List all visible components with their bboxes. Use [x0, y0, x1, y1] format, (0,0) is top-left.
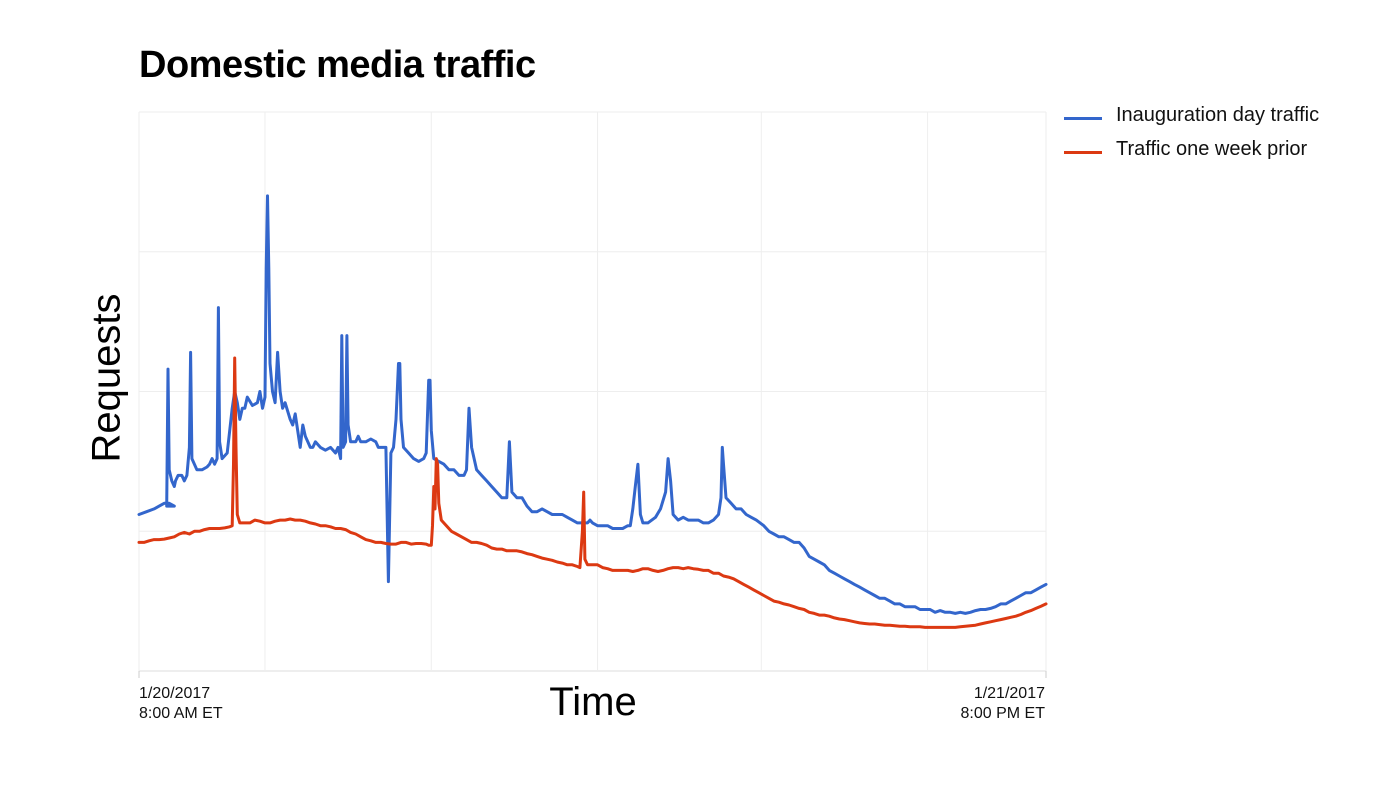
legend-swatch-inauguration — [1064, 117, 1102, 120]
x-tick-end: 1/21/2017 8:00 PM ET — [961, 684, 1045, 724]
legend-swatch-prior-week — [1064, 151, 1102, 154]
x-tick-start-date: 1/20/2017 — [139, 685, 211, 702]
x-tick-end-time: 8:00 PM ET — [960, 705, 1045, 722]
x-tick-start-time: 8:00 AM ET — [139, 705, 223, 722]
x-axis-label: Time — [549, 680, 637, 724]
chart-title: Domestic media traffic — [139, 44, 536, 86]
series-line-prior-week — [137, 356, 1048, 629]
x-tick-start: 1/20/2017 8:00 AM ET — [139, 684, 223, 724]
legend-label-prior-week: Traffic one week prior — [1116, 138, 1308, 160]
series-lines — [137, 194, 1048, 629]
y-axis-label: Requests — [84, 293, 129, 463]
x-tick-end-date: 1/21/2017 — [973, 685, 1045, 702]
series-line-inauguration — [137, 194, 1048, 615]
legend-label-inauguration: Inauguration day traffic — [1116, 104, 1320, 126]
